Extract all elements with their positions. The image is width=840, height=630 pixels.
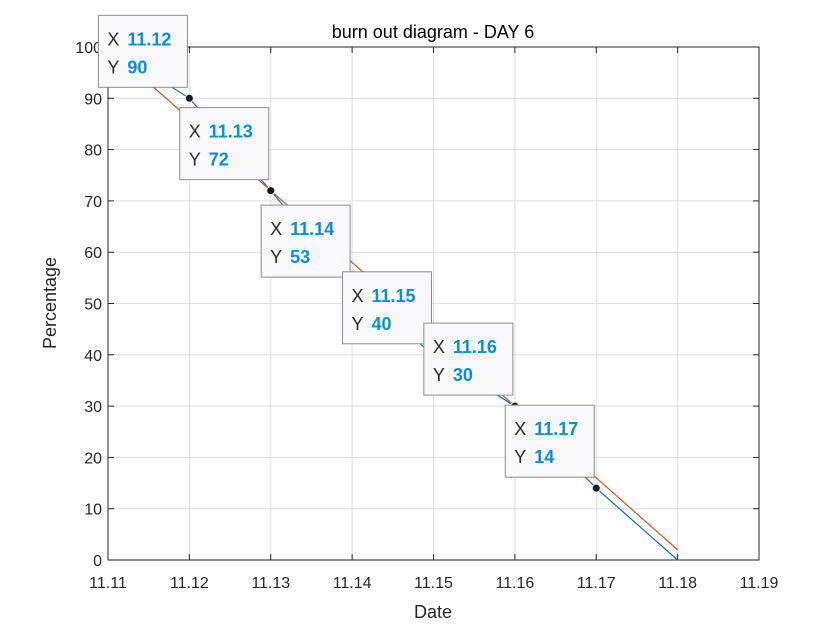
y-tick-label: 100 (75, 40, 102, 57)
datatip-y-key: Y (433, 365, 445, 385)
datatip-x-value: 11.15 (372, 286, 416, 306)
x-tick-label: 11.15 (414, 575, 453, 592)
datatip[interactable]: X 11.12 Y 90 (97, 14, 188, 88)
datatip-x-value: 11.16 (453, 337, 497, 357)
datatip-y-key: Y (514, 447, 526, 467)
y-tick-label: 30 (84, 399, 102, 416)
datatip-marker[interactable] (266, 186, 276, 196)
datatip-y-key: Y (107, 57, 119, 77)
datatip[interactable]: X 11.16 Y 30 (423, 322, 514, 396)
datatip-y-value: 72 (209, 150, 229, 170)
y-tick-label: 50 (84, 297, 102, 314)
y-tick-label: 40 (84, 348, 102, 365)
tick-marks: 11.11 11.12 11.13 11.14 11.15 11.16 11.17 11.18… (75, 40, 778, 592)
x-tick-label: 11.14 (333, 575, 372, 592)
datatip-box (179, 107, 270, 181)
y-tick-label: 10 (84, 502, 102, 519)
x-tick-label: 11.18 (658, 575, 697, 592)
datatip-x-value: 11.12 (127, 29, 171, 49)
y-axis-label: Percentage (40, 257, 60, 349)
datatip-y-value: 14 (534, 447, 554, 467)
datatip-box (97, 14, 188, 88)
x-tick-label: 11.16 (495, 575, 534, 592)
datatip-x-key: X (433, 337, 445, 357)
datatip[interactable]: X 11.13 Y 72 (179, 107, 270, 181)
datatip-marker[interactable] (184, 93, 194, 103)
datatips-layer: X 11.12 Y 90 X 11.13 Y 72 X 11.14 Y 53 X 11.15 Y 40 X 11.… (97, 14, 601, 493)
datatip-box (423, 322, 514, 396)
datatip-marker[interactable] (591, 483, 601, 493)
datatip-y-value: 40 (372, 314, 392, 334)
y-tick-label: 0 (93, 553, 102, 570)
x-tick-label: 11.11 (89, 575, 127, 592)
datatip-y-value: 53 (290, 247, 310, 267)
datatip-x-key: X (270, 219, 282, 239)
x-tick-label: 11.13 (251, 575, 290, 592)
y-tick-label: 80 (84, 143, 102, 160)
datatip-x-key: X (352, 286, 364, 306)
datatip-x-value: 11.13 (209, 122, 253, 142)
datatip-y-value: 30 (453, 365, 473, 385)
datatip-x-key: X (189, 122, 201, 142)
y-tick-label: 70 (84, 194, 102, 211)
x-axis-label: Date (414, 602, 452, 622)
datatip-y-key: Y (352, 314, 364, 334)
datatip-box (260, 204, 351, 278)
y-tick-label: 20 (84, 450, 102, 467)
y-tick-label: 60 (84, 245, 102, 262)
datatip-box (504, 404, 595, 478)
datatip-y-key: Y (189, 150, 201, 170)
datatip-y-value: 90 (127, 57, 147, 77)
chart-title: burn out diagram - DAY 6 (332, 22, 534, 42)
datatip-y-key: Y (270, 247, 282, 267)
datatip[interactable]: X 11.15 Y 40 (342, 271, 432, 345)
datatip-x-value: 11.17 (534, 419, 578, 439)
datatip-x-key: X (107, 29, 119, 49)
y-tick-label: 90 (84, 91, 102, 108)
datatip[interactable]: X 11.17 Y 14 (504, 404, 595, 478)
x-tick-label: 11.17 (577, 575, 616, 592)
datatip-x-key: X (514, 419, 526, 439)
datatip[interactable]: X 11.14 Y 53 (260, 204, 351, 278)
x-tick-label: 11.12 (170, 575, 209, 592)
datatip-x-value: 11.14 (290, 219, 334, 239)
x-tick-label: 11.19 (740, 575, 779, 592)
datatip-box (342, 271, 432, 345)
